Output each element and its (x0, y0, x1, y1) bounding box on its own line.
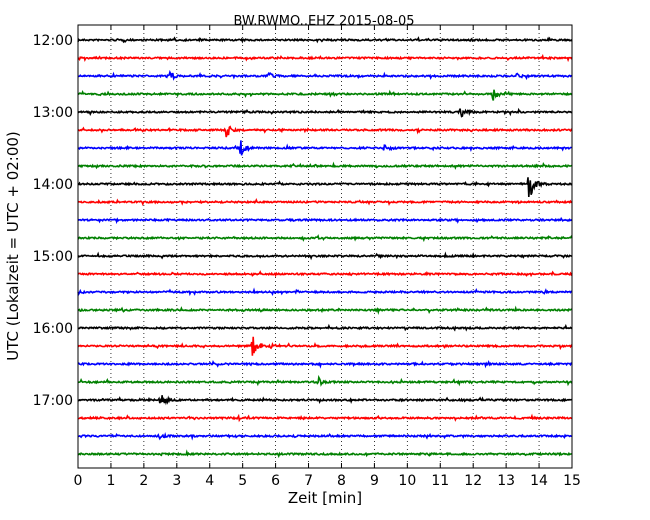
y-tick-label: 13:00 (33, 105, 73, 121)
trace-group (77, 36, 573, 459)
trace-row-11 (77, 234, 573, 243)
x-tick-label: 5 (238, 473, 247, 489)
trace-row-14 (77, 287, 573, 297)
trace-row-9 (77, 197, 572, 207)
x-tick-label: 4 (205, 473, 214, 489)
x-tick-label: 8 (337, 473, 346, 489)
chart-title: BW.RWMO..EHZ 2015-08-05 (233, 14, 414, 29)
trace-row-1 (77, 53, 573, 63)
trace-row-6 (77, 140, 572, 156)
x-tick-label: 9 (370, 473, 379, 489)
plot-frame (77, 24, 573, 469)
trace-row-22 (77, 432, 573, 441)
grid (78, 25, 572, 468)
trace-row-7 (77, 161, 573, 170)
trace-row-0 (77, 36, 573, 44)
x-tick-label: 6 (271, 473, 280, 489)
trace-row-3 (77, 89, 573, 101)
trace-row-15 (77, 305, 573, 315)
y-tick-label: 14:00 (33, 177, 73, 193)
x-tick-label: 11 (431, 473, 449, 489)
y-axis-label: UTC (Lokalzeit = UTC + 02:00) (4, 131, 22, 361)
y-tick-label: 17:00 (33, 393, 73, 409)
trace-row-16 (77, 323, 573, 332)
x-tick-label: 12 (464, 473, 482, 489)
x-tick-label: 7 (304, 473, 313, 489)
y-tick-label: 16:00 (33, 321, 73, 337)
trace-row-4 (77, 107, 573, 118)
trace-row-10 (77, 216, 573, 225)
trace-row-2 (77, 69, 573, 81)
x-tick-label: 14 (530, 473, 548, 489)
trace-row-8 (77, 177, 573, 198)
x-tick-label: 0 (74, 473, 83, 489)
x-tick-label: 15 (563, 473, 581, 489)
x-tick-label: 2 (139, 473, 148, 489)
x-tick-label: 13 (497, 473, 515, 489)
y-tick-label: 15:00 (33, 249, 73, 265)
x-tick-label: 1 (106, 473, 115, 489)
y-tick-label: 12:00 (33, 33, 73, 49)
trace-row-5 (77, 125, 573, 138)
trace-row-18 (77, 360, 573, 369)
trace-row-17 (77, 336, 573, 356)
trace-row-21 (77, 413, 573, 423)
trace-row-12 (77, 251, 573, 261)
x-axis: 0 1 2 3 4 5 6 7 8 9 10 11 12 13 14 15 (74, 25, 581, 489)
x-axis-label: Zeit [min] (288, 489, 362, 507)
trace-row-23 (77, 449, 573, 459)
x-tick-label: 3 (172, 473, 181, 489)
x-tick-label: 10 (398, 473, 416, 489)
trace-row-19 (77, 374, 573, 387)
trace-row-13 (77, 270, 573, 278)
trace-row-20 (77, 395, 573, 406)
y-axis: 12:00 13:00 14:00 15:00 16:00 17:00 (33, 33, 572, 409)
